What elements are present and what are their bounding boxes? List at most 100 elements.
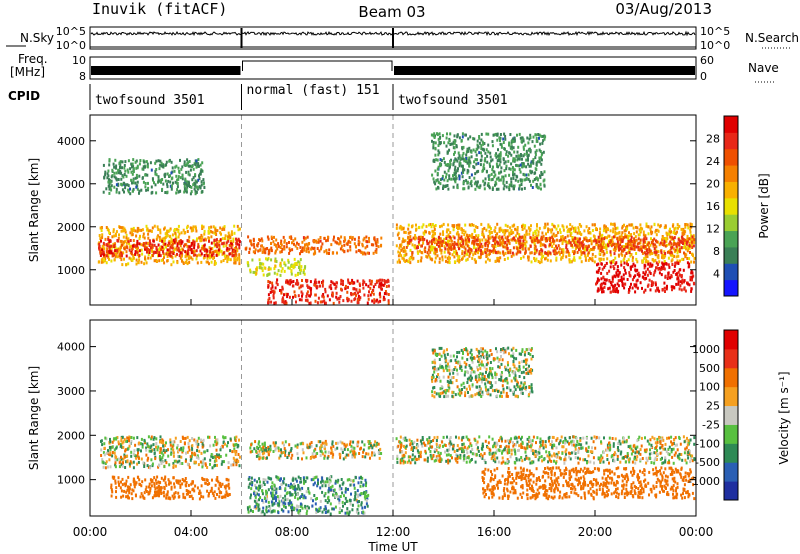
heatmap-cell	[339, 241, 342, 245]
heatmap-cell	[230, 239, 232, 243]
heatmap-cell	[603, 227, 606, 231]
heatmap-cell	[512, 140, 515, 144]
heatmap-cell	[184, 436, 187, 440]
heatmap-cell	[211, 253, 214, 257]
heatmap-cell	[654, 248, 657, 252]
heatmap-cell	[136, 253, 139, 257]
heatmap-cell	[138, 242, 141, 246]
heatmap-cell	[549, 239, 551, 243]
heatmap-cell	[487, 150, 490, 154]
heatmap-cell	[210, 454, 213, 458]
heatmap-cell	[343, 236, 346, 240]
heatmap-cell	[277, 244, 280, 248]
heatmap-cell	[677, 237, 680, 241]
heatmap-cell	[542, 179, 545, 183]
heatmap-cell	[472, 137, 475, 141]
heatmap-cell	[532, 231, 535, 235]
heatmap-cell	[685, 223, 688, 226]
heatmap-cell	[664, 244, 667, 248]
heatmap-cell	[531, 140, 534, 144]
heatmap-cell	[217, 248, 220, 252]
heatmap-cell	[303, 272, 306, 276]
heatmap-cell	[195, 249, 198, 253]
heatmap-cell	[468, 176, 471, 179]
heatmap-cell	[149, 229, 152, 233]
heatmap-cell	[153, 224, 156, 228]
heatmap-cell	[184, 479, 187, 483]
heatmap-cell	[397, 250, 400, 254]
heatmap-cell	[597, 287, 600, 291]
heatmap-cell	[426, 242, 429, 246]
heatmap-cell	[468, 156, 471, 160]
heatmap-cell	[197, 436, 200, 440]
heatmap-cell	[452, 247, 455, 251]
heatmap-cell	[374, 283, 377, 286]
heatmap-cell	[100, 448, 103, 452]
heatmap-cell	[180, 251, 183, 255]
heatmap-cell	[441, 177, 444, 181]
heatmap-cell	[218, 245, 221, 249]
heatmap-cell	[323, 250, 326, 254]
heatmap-cell	[408, 241, 411, 245]
heatmap-cell	[544, 245, 547, 249]
heatmap-cell	[620, 238, 623, 242]
heatmap-cell	[218, 250, 221, 254]
heatmap-cell	[249, 270, 252, 274]
heatmap-cell	[213, 260, 216, 263]
heatmap-cell	[219, 226, 222, 230]
heatmap-cell	[529, 164, 532, 168]
heatmap-cell	[666, 250, 669, 254]
heatmap-cell	[691, 235, 694, 239]
heatmap-cell	[516, 150, 519, 154]
heatmap-cell	[136, 239, 139, 243]
nsky-label: N.Sky	[20, 31, 54, 45]
heatmap-cell	[574, 226, 577, 230]
heatmap-cell	[471, 223, 473, 227]
heatmap-cell	[473, 182, 476, 186]
heatmap-cell	[652, 281, 655, 285]
heatmap-cell	[235, 237, 237, 241]
heatmap-cell	[689, 230, 692, 234]
heatmap-cell	[444, 255, 447, 259]
heatmap-cell	[431, 242, 433, 245]
heatmap-cell	[480, 249, 482, 253]
heatmap-cell	[131, 162, 134, 166]
heatmap-cell	[161, 456, 164, 460]
heatmap-cell	[431, 173, 434, 177]
heatmap-cell	[138, 174, 141, 178]
heatmap-cell	[159, 159, 162, 163]
heatmap-cell	[460, 235, 463, 239]
heatmap-cell	[190, 457, 193, 460]
heatmap-cell	[626, 278, 629, 281]
heatmap-cell	[274, 257, 277, 261]
heatmap-cell	[178, 169, 181, 173]
heatmap-cell	[233, 258, 236, 261]
heatmap-cell	[137, 460, 140, 464]
heatmap-cell	[189, 168, 192, 172]
heatmap-cell	[629, 254, 632, 258]
heatmap-cell	[274, 249, 277, 253]
heatmap-cell	[165, 245, 167, 249]
heatmap-cell	[123, 164, 126, 167]
heatmap-cell	[366, 240, 369, 244]
heatmap-cell	[292, 280, 295, 283]
heatmap-cell	[513, 139, 516, 143]
heatmap-cell	[262, 273, 265, 277]
heatmap-cell	[194, 163, 197, 166]
heatmap-cell	[254, 251, 256, 255]
heatmap-cell	[115, 486, 118, 490]
heatmap-cell	[608, 269, 611, 273]
heatmap-cell	[186, 244, 189, 248]
heatmap-cell	[333, 282, 336, 286]
heatmap-cell	[272, 291, 275, 295]
heatmap-cell	[235, 245, 238, 249]
heatmap-cell	[405, 259, 408, 263]
heatmap-cell	[561, 250, 564, 254]
heatmap-cell	[344, 286, 347, 290]
heatmap-cell	[510, 145, 513, 149]
heatmap-cell	[673, 269, 676, 272]
heatmap-cell	[193, 181, 196, 185]
heatmap-cell	[527, 158, 529, 162]
heatmap-cell	[326, 294, 329, 298]
